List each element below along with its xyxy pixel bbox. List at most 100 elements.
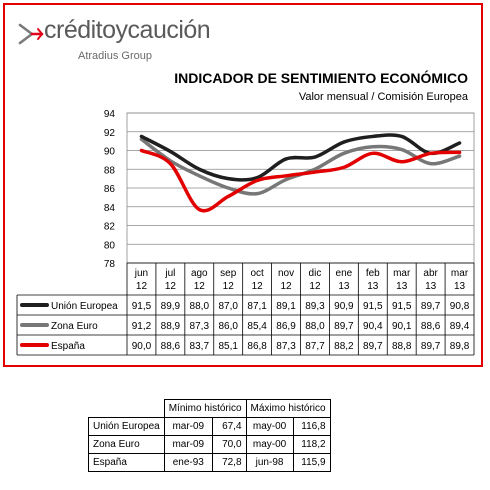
x-tick-label: dic [309, 268, 322, 279]
data-label: 89,7 [334, 321, 354, 332]
x-tick-year: 13 [396, 281, 408, 292]
x-tick-label: ene [336, 268, 353, 279]
min-period: ene-93 [163, 453, 213, 472]
extremes-row: Unión Europea mar-09 67,4 may-00 116,8 [88, 417, 331, 436]
y-tick-label: 92 [104, 128, 116, 139]
min-period: mar-09 [163, 435, 213, 454]
data-label: 91,2 [132, 321, 152, 332]
series-line [139, 133, 462, 182]
x-tick-year: 13 [338, 281, 350, 292]
x-tick-label: mar [451, 268, 469, 279]
extremes-table: Mínimo histórico Máximo histórico Unión … [88, 399, 331, 472]
data-label: 91,5 [363, 301, 383, 312]
min-value: 72,8 [211, 453, 247, 472]
x-tick-year: 12 [194, 281, 206, 292]
chart-title: INDICADOR DE SENTIMIENTO ECONÓMICO [174, 70, 468, 86]
data-label: 88,2 [334, 341, 354, 352]
x-tick-label: nov [278, 268, 294, 279]
data-label: 88,6 [161, 341, 181, 352]
series-line [139, 148, 462, 213]
legend-label: España [51, 341, 85, 352]
x-tick-year: 13 [367, 281, 379, 292]
data-label: 89,3 [305, 301, 325, 312]
max-header: Máximo histórico [245, 399, 331, 418]
x-tick-year: 12 [252, 281, 264, 292]
data-label: 90,0 [132, 341, 152, 352]
max-value: 118,2 [292, 435, 331, 454]
data-label: 87,1 [247, 301, 267, 312]
chart-area: 78 80 82 84 86 88 90 92 94 jun 12 jul 12 ago 12 sep 12 oc… [16, 109, 475, 356]
data-label: 91,5 [132, 301, 152, 312]
x-tick-year: 12 [223, 281, 235, 292]
data-label: 88,6 [421, 321, 441, 332]
data-label: 89,7 [421, 301, 441, 312]
x-tick-label: sep [220, 268, 237, 279]
data-label: 90,8 [450, 301, 470, 312]
max-value: 116,8 [292, 417, 331, 436]
data-label: 91,5 [392, 301, 412, 312]
data-label: 87,3 [190, 321, 210, 332]
x-tick-label: jun [134, 268, 148, 279]
y-tick-label: 94 [104, 109, 116, 120]
max-period: may-00 [245, 435, 294, 454]
series-line [139, 137, 462, 196]
x-tick-label: feb [366, 268, 380, 279]
x-tick-label: ago [191, 268, 208, 279]
extremes-row: Zona Euro mar-09 70,0 may-00 118,2 [88, 435, 331, 454]
x-tick-year: 13 [454, 281, 466, 292]
x-tick-year: 12 [165, 281, 177, 292]
data-label: 88,0 [190, 301, 210, 312]
min-header: Mínimo histórico [163, 399, 247, 418]
y-tick-label: 80 [104, 240, 116, 251]
data-label: 89,8 [450, 341, 470, 352]
data-label: 87,3 [276, 341, 296, 352]
y-tick-label: 78 [104, 259, 116, 270]
data-label: 89,1 [276, 301, 296, 312]
data-label: 85,4 [247, 321, 267, 332]
data-label: 87,7 [305, 341, 325, 352]
extremes-row-name: Unión Europea [88, 417, 165, 436]
y-tick-label: 84 [104, 203, 116, 214]
data-label: 90,9 [334, 301, 354, 312]
extremes-row-name: Zona Euro [88, 435, 165, 454]
data-label: 88,9 [161, 321, 181, 332]
legend-label: Unión Europea [51, 301, 118, 312]
data-label: 86,8 [247, 341, 267, 352]
data-label: 85,1 [218, 341, 238, 352]
y-tick-label: 82 [104, 222, 116, 233]
brand-arrow-icon [18, 23, 44, 45]
data-label: 86,9 [276, 321, 296, 332]
max-value: 115,9 [292, 453, 331, 472]
extremes-header-row: Mínimo histórico Máximo histórico [89, 399, 331, 418]
data-label: 89,7 [421, 341, 441, 352]
max-period: may-00 [245, 417, 294, 436]
extremes-row: España ene-93 72,8 jun-98 115,9 [88, 453, 331, 472]
data-label: 87,0 [218, 301, 238, 312]
data-label: 86,0 [218, 321, 238, 332]
x-tick-label: abr [423, 268, 438, 279]
min-value: 67,4 [211, 417, 247, 436]
x-tick-year: 12 [309, 281, 321, 292]
x-tick-year: 12 [136, 281, 148, 292]
data-label: 88,8 [392, 341, 412, 352]
x-tick-label: mar [393, 268, 411, 279]
brand-logo: créditoycaución Atradius Group [14, 10, 274, 62]
data-label: 89,4 [450, 321, 470, 332]
chart-subtitle: Valor mensual / Comisión Europea [298, 91, 468, 103]
x-tick-label: jul [164, 268, 175, 279]
x-tick-label: oct [250, 268, 264, 279]
legend-label: Zona Euro [51, 321, 98, 332]
data-label: 88,0 [305, 321, 325, 332]
data-label: 83,7 [190, 341, 210, 352]
y-tick-label: 90 [104, 147, 116, 158]
x-tick-year: 12 [280, 281, 292, 292]
data-label: 89,7 [363, 341, 383, 352]
max-period: jun-98 [245, 453, 294, 472]
x-tick-year: 13 [425, 281, 437, 292]
min-period: mar-09 [163, 417, 213, 436]
y-tick-label: 86 [104, 184, 116, 195]
brand-subtitle: Atradius Group [78, 50, 152, 62]
min-value: 70,0 [211, 435, 247, 454]
data-label: 89,9 [161, 301, 181, 312]
y-tick-label: 88 [104, 165, 116, 176]
